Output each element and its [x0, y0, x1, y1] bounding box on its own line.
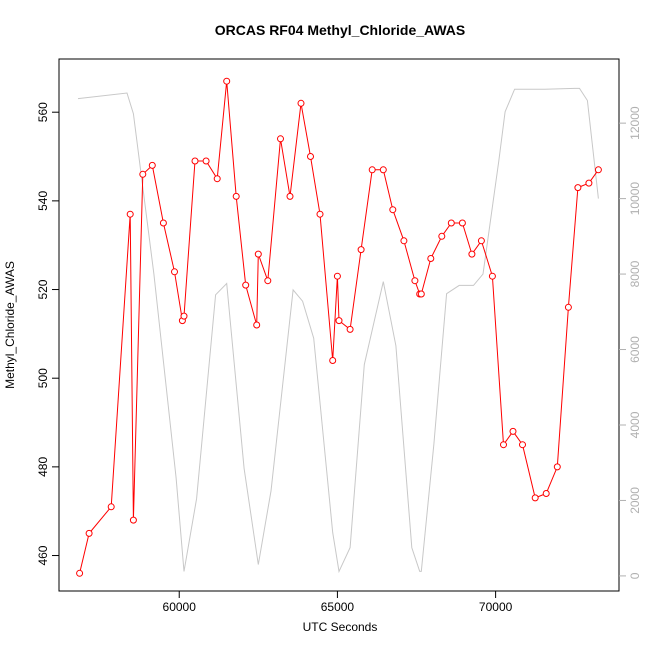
y2-tick-label-5: 10000 — [628, 182, 642, 216]
y2-tick-label-2: 4000 — [628, 411, 642, 438]
data-point-31 — [379, 166, 387, 174]
data-point-19 — [264, 277, 272, 285]
y2-tick-label-4: 8000 — [628, 260, 642, 287]
data-point-11 — [191, 157, 199, 165]
data-point-22 — [297, 99, 305, 107]
data-point-17 — [253, 321, 261, 329]
data-point-32 — [389, 206, 397, 214]
data-point-12 — [202, 157, 210, 165]
data-point-50 — [564, 303, 572, 311]
data-point-29 — [357, 246, 365, 254]
x-tick-label-1: 65000 — [321, 600, 355, 614]
data-point-0 — [76, 569, 84, 577]
data-point-41 — [468, 250, 476, 258]
chart-title: ORCAS RF04 Methyl_Chloride_AWAS — [215, 22, 466, 38]
data-point-25 — [329, 357, 337, 364]
y-tick-label-0: 460 — [36, 545, 50, 565]
y2-tick-label-3: 6000 — [628, 336, 642, 363]
data-point-27 — [335, 317, 343, 325]
y-axis-label: Methyl_Chloride_AWAS — [3, 261, 17, 389]
data-point-33 — [400, 237, 408, 245]
data-point-5 — [139, 170, 147, 178]
data-point-7 — [159, 219, 167, 227]
data-point-21 — [286, 192, 294, 200]
data-point-53 — [594, 166, 602, 174]
data-point-39 — [447, 219, 455, 227]
data-point-44 — [500, 441, 507, 449]
data-point-45 — [509, 427, 517, 435]
data-point-36 — [417, 290, 425, 298]
data-point-34 — [411, 277, 419, 285]
data-point-47 — [531, 494, 539, 502]
data-point-28 — [346, 325, 354, 333]
x-tick-label-2: 70000 — [479, 600, 513, 614]
data-point-51 — [574, 184, 582, 192]
data-point-49 — [553, 463, 561, 471]
y2-tick-label-1: 2000 — [628, 487, 642, 514]
data-point-14 — [223, 77, 231, 85]
data-point-20 — [277, 135, 284, 143]
y-tick-label-2: 500 — [36, 368, 50, 388]
data-point-24 — [316, 210, 324, 218]
x-axis: 60000 65000 70000 — [163, 591, 513, 614]
data-point-23 — [307, 153, 314, 160]
x-axis-label: UTC Seconds — [303, 620, 378, 634]
data-point-8 — [171, 268, 178, 276]
series-left-line — [79, 81, 599, 574]
y-axis-left: 460 480 500 520 540 560 — [36, 102, 59, 566]
y2-tick-label-0: 0 — [628, 572, 642, 579]
data-point-42 — [477, 237, 485, 245]
data-point-10 — [180, 312, 188, 320]
y-tick-label-1: 480 — [36, 457, 50, 477]
data-point-1 — [85, 529, 93, 537]
data-point-2 — [107, 503, 115, 511]
series-right-line — [77, 87, 599, 574]
plot-frame — [58, 58, 620, 592]
data-point-4 — [129, 516, 137, 524]
data-point-37 — [427, 255, 435, 262]
data-point-43 — [488, 272, 496, 280]
data-point-15 — [232, 192, 240, 200]
x-tick-label-0: 60000 — [163, 600, 197, 614]
y2-tick-label-6: 12000 — [628, 106, 642, 140]
data-point-3 — [126, 210, 134, 218]
data-point-6 — [148, 161, 156, 169]
y-tick-label-4: 540 — [36, 191, 50, 211]
data-point-48 — [542, 490, 550, 497]
data-point-13 — [213, 175, 221, 183]
y-axis-right: 0 2000 4000 6000 8000 10000 12000 — [619, 106, 642, 579]
y-tick-label-5: 560 — [36, 102, 50, 122]
data-point-18 — [254, 250, 262, 258]
data-point-38 — [438, 232, 446, 240]
data-point-40 — [458, 219, 466, 227]
data-point-46 — [519, 441, 526, 449]
data-point-30 — [368, 166, 376, 174]
data-point-52 — [585, 179, 593, 187]
data-point-16 — [242, 281, 250, 289]
data-point-26 — [333, 272, 341, 280]
series-layer — [76, 77, 602, 577]
y-tick-label-3: 520 — [36, 279, 50, 299]
